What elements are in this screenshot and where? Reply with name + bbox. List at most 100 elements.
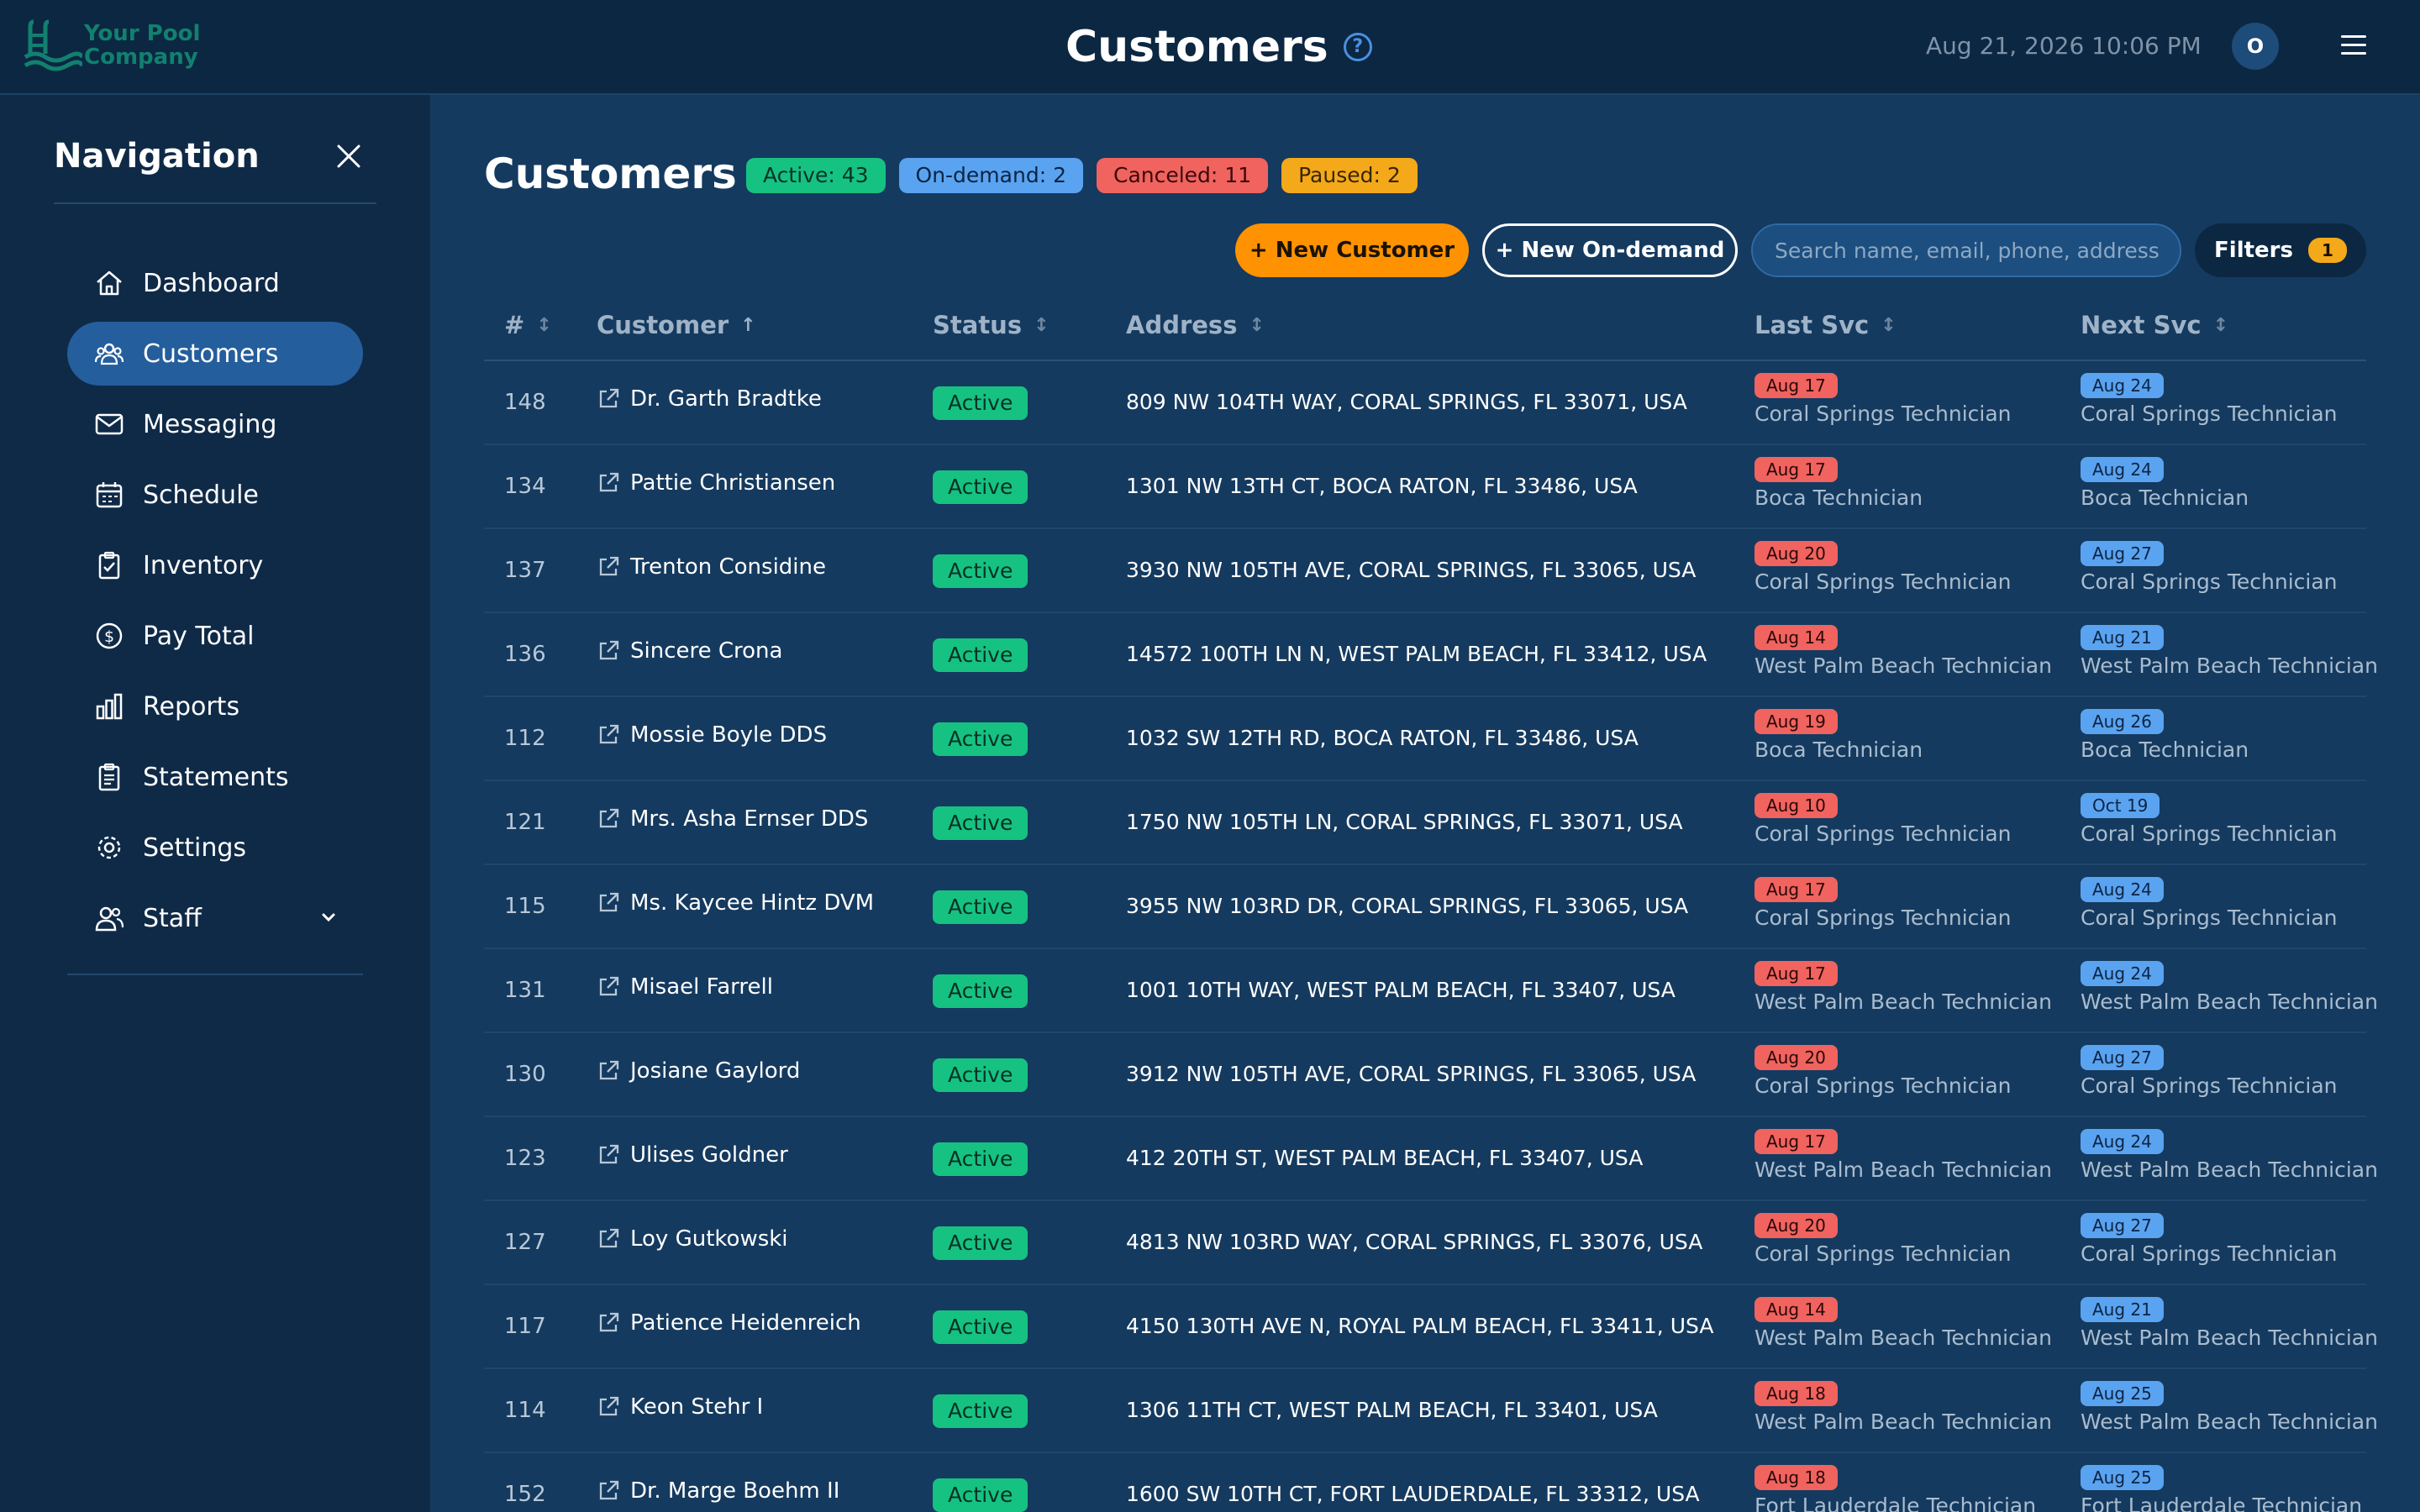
sidebar-item-dashboard[interactable]: Dashboard bbox=[67, 251, 363, 315]
ondemand-count-badge[interactable]: On-demand: 2 bbox=[898, 158, 1083, 193]
sidebar-item-customers[interactable]: Customers bbox=[67, 322, 363, 386]
new-ondemand-button[interactable]: + New On-demand bbox=[1482, 223, 1738, 277]
table-row[interactable]: 130 Josiane Gaylord Active 3912 NW 105TH… bbox=[484, 1033, 2366, 1117]
table-row[interactable]: 121 Mrs. Asha Ernser DDS Active 1750 NW … bbox=[484, 781, 2366, 865]
column-header-last-svc[interactable]: Last Svc ↕ bbox=[1754, 311, 1897, 339]
dollar-icon: $ bbox=[94, 621, 124, 651]
customer-name: Ulises Goldner bbox=[630, 1142, 788, 1168]
table-row[interactable]: 148 Dr. Garth Bradtke Active 809 NW 104T… bbox=[484, 361, 2366, 445]
status-badge: Active bbox=[933, 554, 1028, 588]
customer-address: 3930 NW 105TH AVE, CORAL SPRINGS, FL 330… bbox=[1126, 558, 1697, 582]
table-row[interactable]: 117 Patience Heidenreich Active 4150 130… bbox=[484, 1285, 2378, 1369]
status-badge: Active bbox=[933, 1226, 1028, 1260]
table-row[interactable]: 112 Mossie Boyle DDS Active 1032 SW 12TH… bbox=[484, 697, 2366, 781]
customer-name-link[interactable]: Mossie Boyle DDS bbox=[597, 722, 827, 748]
chevron-down-icon[interactable] bbox=[318, 906, 339, 928]
customer-name-link[interactable]: Ms. Kaycee Hintz DVM bbox=[597, 890, 874, 916]
customer-name-link[interactable]: Dr. Garth Bradtke bbox=[597, 386, 822, 412]
next-service-date: Aug 26 bbox=[2081, 709, 2164, 734]
next-service: Aug 27 Coral Springs Technician bbox=[2081, 1213, 2338, 1266]
table-row[interactable]: 136 Sincere Crona Active 14572 100TH LN … bbox=[484, 613, 2378, 697]
column-header-address[interactable]: Address ↕ bbox=[1126, 311, 1265, 339]
customer-name-link[interactable]: Sincere Crona bbox=[597, 638, 782, 664]
customer-name: Sincere Crona bbox=[630, 638, 783, 664]
sidebar-item-statements[interactable]: Statements bbox=[67, 745, 363, 809]
customer-name-link[interactable]: Misael Farrell bbox=[597, 974, 773, 1000]
customer-name-link[interactable]: Patience Heidenreich bbox=[597, 1310, 861, 1336]
customer-name-link[interactable]: Dr. Marge Boehm II bbox=[597, 1478, 839, 1504]
close-icon[interactable] bbox=[334, 142, 363, 171]
column-header-customer[interactable]: Customer ↑ bbox=[597, 311, 756, 339]
customer-name-link[interactable]: Mrs. Asha Ernser DDS bbox=[597, 806, 868, 832]
customers-table: # ↕ Customer ↑ Status ↕ Address ↕ Last Svc ↕ … bbox=[484, 304, 2378, 1512]
last-service: Aug 14 West Palm Beach Technician bbox=[1754, 625, 2052, 678]
menu-icon[interactable] bbox=[2341, 35, 2366, 57]
table-row[interactable]: 115 Ms. Kaycee Hintz DVM Active 3955 NW … bbox=[484, 865, 2366, 949]
sidebar-item-settings[interactable]: Settings bbox=[67, 816, 363, 879]
user-avatar[interactable]: O bbox=[2232, 23, 2279, 70]
customer-name-link[interactable]: Ulises Goldner bbox=[597, 1142, 788, 1168]
next-service-date: Aug 21 bbox=[2081, 625, 2164, 650]
last-service-date: Aug 19 bbox=[1754, 709, 1838, 734]
sort-icon: ↕ bbox=[536, 314, 552, 336]
table-row[interactable]: 127 Loy Gutkowski Active 4813 NW 103RD W… bbox=[484, 1201, 2366, 1285]
paused-count-badge[interactable]: Paused: 2 bbox=[1281, 158, 1418, 193]
canceled-count-badge[interactable]: Canceled: 11 bbox=[1096, 158, 1269, 193]
table-row[interactable]: 114 Keon Stehr I Active 1306 11TH CT, WE… bbox=[484, 1369, 2378, 1453]
table-row[interactable]: 131 Misael Farrell Active 1001 10TH WAY,… bbox=[484, 949, 2378, 1033]
customer-number: 148 bbox=[504, 390, 546, 415]
customer-number: 115 bbox=[504, 894, 546, 919]
customer-name-link[interactable]: Keon Stehr I bbox=[597, 1394, 763, 1420]
external-link-icon bbox=[599, 724, 619, 744]
customer-name-link[interactable]: Trenton Considine bbox=[597, 554, 826, 580]
active-count-badge[interactable]: Active: 43 bbox=[746, 158, 886, 193]
sidebar-item-label: Settings bbox=[143, 832, 247, 863]
new-customer-button[interactable]: + New Customer bbox=[1235, 223, 1469, 277]
status-badge: Active bbox=[933, 1394, 1028, 1428]
customer-name-link[interactable]: Loy Gutkowski bbox=[597, 1226, 788, 1252]
sidebar-item-staff[interactable]: Staff bbox=[67, 886, 363, 950]
customer-name-link[interactable]: Pattie Christiansen bbox=[597, 470, 835, 496]
external-link-icon bbox=[599, 1312, 619, 1332]
external-link-icon bbox=[599, 556, 619, 576]
table-row[interactable]: 152 Dr. Marge Boehm II Active 1600 SW 10… bbox=[484, 1453, 2366, 1512]
customer-address: 14572 100TH LN N, WEST PALM BEACH, FL 33… bbox=[1126, 642, 1707, 666]
filters-button[interactable]: Filters 1 bbox=[2195, 223, 2366, 277]
customer-name: Loy Gutkowski bbox=[630, 1226, 788, 1252]
column-header-next-svc[interactable]: Next Svc ↕ bbox=[2081, 311, 2229, 339]
search-input[interactable] bbox=[1751, 223, 2181, 277]
sidebar-item-reports[interactable]: Reports bbox=[67, 675, 363, 738]
sidebar-item-messaging[interactable]: Messaging bbox=[67, 392, 363, 456]
table-row[interactable]: 134 Pattie Christiansen Active 1301 NW 1… bbox=[484, 445, 2366, 529]
customer-name: Misael Farrell bbox=[630, 974, 773, 1000]
table-row[interactable]: 123 Ulises Goldner Active 412 20TH ST, W… bbox=[484, 1117, 2378, 1201]
status-summary: Active: 43 On-demand: 2 Canceled: 11 Pau… bbox=[746, 158, 1431, 193]
last-service: Aug 14 West Palm Beach Technician bbox=[1754, 1297, 2052, 1350]
next-service-date: Aug 27 bbox=[2081, 1213, 2164, 1238]
sidebar-item-schedule[interactable]: Schedule bbox=[67, 463, 363, 527]
sidebar-item-label: Messaging bbox=[143, 409, 277, 439]
column-header-status[interactable]: Status ↕ bbox=[933, 311, 1050, 339]
last-service-technician: Boca Technician bbox=[1754, 738, 1923, 762]
customer-name: Ms. Kaycee Hintz DVM bbox=[630, 890, 875, 916]
next-service-date: Aug 27 bbox=[2081, 1045, 2164, 1070]
customer-address: 4813 NW 103RD WAY, CORAL SPRINGS, FL 330… bbox=[1126, 1230, 1703, 1254]
next-service: Aug 24 West Palm Beach Technician bbox=[2081, 1129, 2378, 1182]
table-row[interactable]: 137 Trenton Considine Active 3930 NW 105… bbox=[484, 529, 2366, 613]
status-badge: Active bbox=[933, 1058, 1028, 1092]
customer-name: Josiane Gaylord bbox=[630, 1058, 801, 1084]
last-service-technician: Coral Springs Technician bbox=[1754, 570, 2012, 594]
nav-divider bbox=[54, 202, 376, 204]
help-icon[interactable]: ? bbox=[1343, 33, 1372, 61]
customer-name: Mrs. Asha Ernser DDS bbox=[630, 806, 869, 832]
company-logo[interactable]: Your Pool Company bbox=[24, 17, 202, 74]
sidebar-item-pay-total[interactable]: $ Pay Total bbox=[67, 604, 363, 668]
sidebar-item-inventory[interactable]: Inventory bbox=[67, 533, 363, 597]
customer-name-link[interactable]: Josiane Gaylord bbox=[597, 1058, 800, 1084]
column-header-number[interactable]: # ↕ bbox=[504, 311, 552, 339]
next-service: Aug 25 Fort Lauderdale Technician bbox=[2081, 1465, 2362, 1512]
last-service-technician: West Palm Beach Technician bbox=[1754, 1158, 2052, 1182]
next-service-technician: Coral Springs Technician bbox=[2081, 822, 2338, 846]
customer-number: 152 bbox=[504, 1482, 546, 1507]
next-service-date: Aug 24 bbox=[2081, 373, 2164, 398]
